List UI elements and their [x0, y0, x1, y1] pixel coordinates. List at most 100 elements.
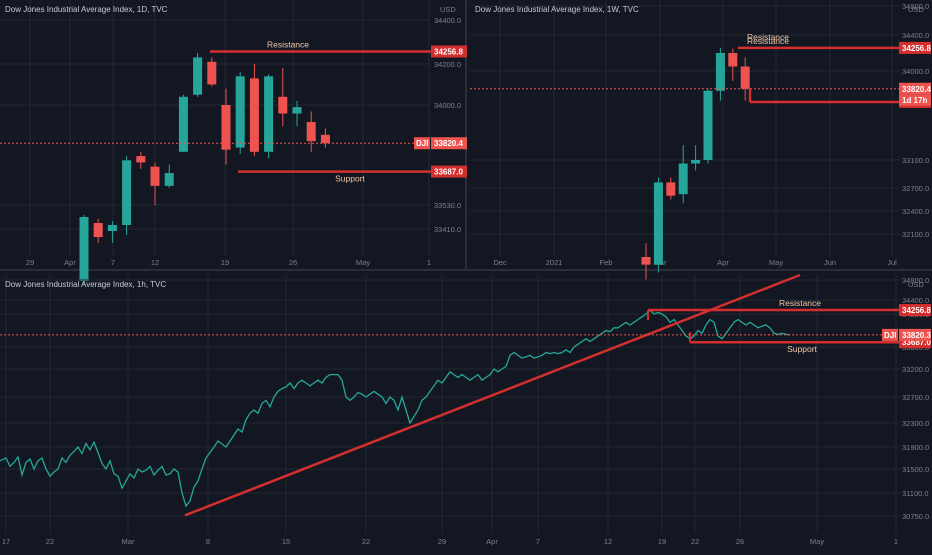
level-price-box — [431, 45, 467, 58]
y-tick-label: 32700.0 — [902, 393, 929, 402]
candle-body — [306, 122, 316, 142]
symbol-label: DJI — [884, 331, 896, 340]
candle-body — [703, 90, 713, 160]
y-tick-label: 33100.0 — [902, 156, 929, 165]
candle-body — [107, 225, 117, 231]
candle-body — [207, 61, 217, 85]
x-tick-label: 22 — [691, 537, 699, 546]
symbol-badge — [882, 328, 898, 341]
x-tick-label: Jun — [824, 258, 836, 267]
x-tick-label: 1 — [427, 258, 431, 267]
candle-body — [249, 78, 259, 152]
candle-body — [164, 173, 174, 186]
y-tick-label: 31500.0 — [902, 465, 929, 474]
level-price-label: 34256.8 — [902, 306, 931, 315]
x-tick-label: 15 — [282, 537, 290, 546]
level-annotation-resistance: Resistance — [747, 36, 789, 46]
level-price-label: 33687.0 — [902, 338, 931, 347]
last-price-box — [431, 137, 467, 150]
x-tick-label: Feb — [600, 258, 613, 267]
x-tick-label: 12 — [151, 258, 159, 267]
x-tick-label: 22 — [46, 537, 54, 546]
x-tick-label: 29 — [26, 258, 34, 267]
x-tick-label: 17 — [2, 537, 10, 546]
x-tick-label: May — [356, 258, 370, 267]
level-annotation-resistance: Resistance — [267, 40, 309, 50]
y-tick-label: 34400.0 — [902, 296, 929, 305]
x-tick-label: May — [769, 258, 783, 267]
symbol-badge — [414, 137, 430, 150]
x-tick-label: 26 — [736, 537, 744, 546]
chart-panel-weekly: Dow Jones Industrial Average Index, 1W, … — [470, 0, 931, 280]
x-tick-label: 19 — [658, 537, 666, 546]
x-tick-label: 7 — [111, 258, 115, 267]
last-price-box — [899, 328, 931, 341]
candle-body — [150, 166, 160, 186]
last-price-box — [899, 82, 931, 95]
last-price-label: 33820.3 — [902, 331, 931, 340]
y-tick-label: 34000.0 — [902, 67, 929, 76]
y-tick-label: 34400.0 — [902, 31, 929, 40]
x-tick-label: 8 — [206, 537, 210, 546]
level-price-label: 33687.0 — [434, 168, 463, 177]
level-annotation-support: Support — [787, 344, 817, 354]
y-tick-label: 34800.0 — [902, 2, 929, 11]
x-tick-label: 2021 — [546, 258, 563, 267]
y-tick-label: 33200.0 — [902, 365, 929, 374]
y-tick-label: 30750.0 — [902, 512, 929, 521]
candle-body — [678, 163, 688, 195]
candle-body — [653, 182, 663, 265]
candle-body — [122, 160, 132, 225]
currency-label: USD — [908, 5, 924, 14]
y-tick-label: 34200.0 — [434, 60, 461, 69]
last-price-label: 33820.4 — [434, 139, 463, 148]
level-price-box — [899, 41, 931, 54]
level-annotation-resistance: Resistance — [779, 298, 821, 308]
x-tick-label: Apr — [717, 258, 729, 267]
trend-line — [184, 273, 801, 517]
y-tick-label: 32700.0 — [902, 184, 929, 193]
y-tick-label: 32100.0 — [902, 230, 929, 239]
x-tick-label: Dec — [493, 258, 507, 267]
x-tick-label: 12 — [604, 537, 612, 546]
y-tick-label: 33410.0 — [434, 225, 461, 234]
level-price-label: 34256.8 — [434, 48, 463, 57]
candle-body — [740, 66, 750, 89]
candle-body — [728, 53, 738, 67]
chart-title: Dow Jones Industrial Average Index, 1h, … — [5, 280, 166, 289]
y-tick-label: 34800.0 — [902, 276, 929, 285]
level-price-label: 34256.8 — [902, 44, 931, 53]
x-tick-label: 26 — [289, 258, 297, 267]
y-tick-label: 32400.0 — [902, 207, 929, 216]
countdown-label: 1d 17h — [902, 96, 927, 105]
candle-body — [715, 53, 725, 91]
last-price-label: 33820.4 — [902, 85, 931, 94]
y-tick-label: 33530.0 — [434, 201, 461, 210]
candle-body — [666, 182, 676, 196]
chart-panel-daily: Dow Jones Industrial Average Index, 1D, … — [0, 0, 467, 285]
countdown-box — [899, 94, 931, 106]
x-tick-label: 19 — [221, 258, 229, 267]
candle-body — [221, 105, 231, 150]
x-tick-label: 7 — [536, 537, 540, 546]
candle-body — [79, 217, 89, 281]
candle-body — [691, 160, 701, 164]
y-tick-label: 31100.0 — [902, 489, 929, 498]
level-price-box — [431, 165, 467, 178]
candle-body — [278, 96, 288, 114]
x-tick-label: 29 — [438, 537, 446, 546]
y-tick-label: 34000.0 — [434, 101, 461, 110]
price-series — [0, 309, 791, 508]
x-tick-label: 1 — [894, 537, 898, 546]
currency-label: USD — [908, 280, 924, 289]
currency-label: USD — [440, 5, 456, 14]
candle-body — [178, 96, 188, 152]
x-tick-label: 22 — [362, 537, 370, 546]
candle-body — [320, 134, 330, 144]
y-tick-label: 32300.0 — [902, 419, 929, 428]
level-annotation-support: Support — [335, 174, 365, 184]
x-tick-label: Apr — [486, 537, 498, 546]
level-annotation-resistance-top: Resistance — [747, 32, 789, 42]
